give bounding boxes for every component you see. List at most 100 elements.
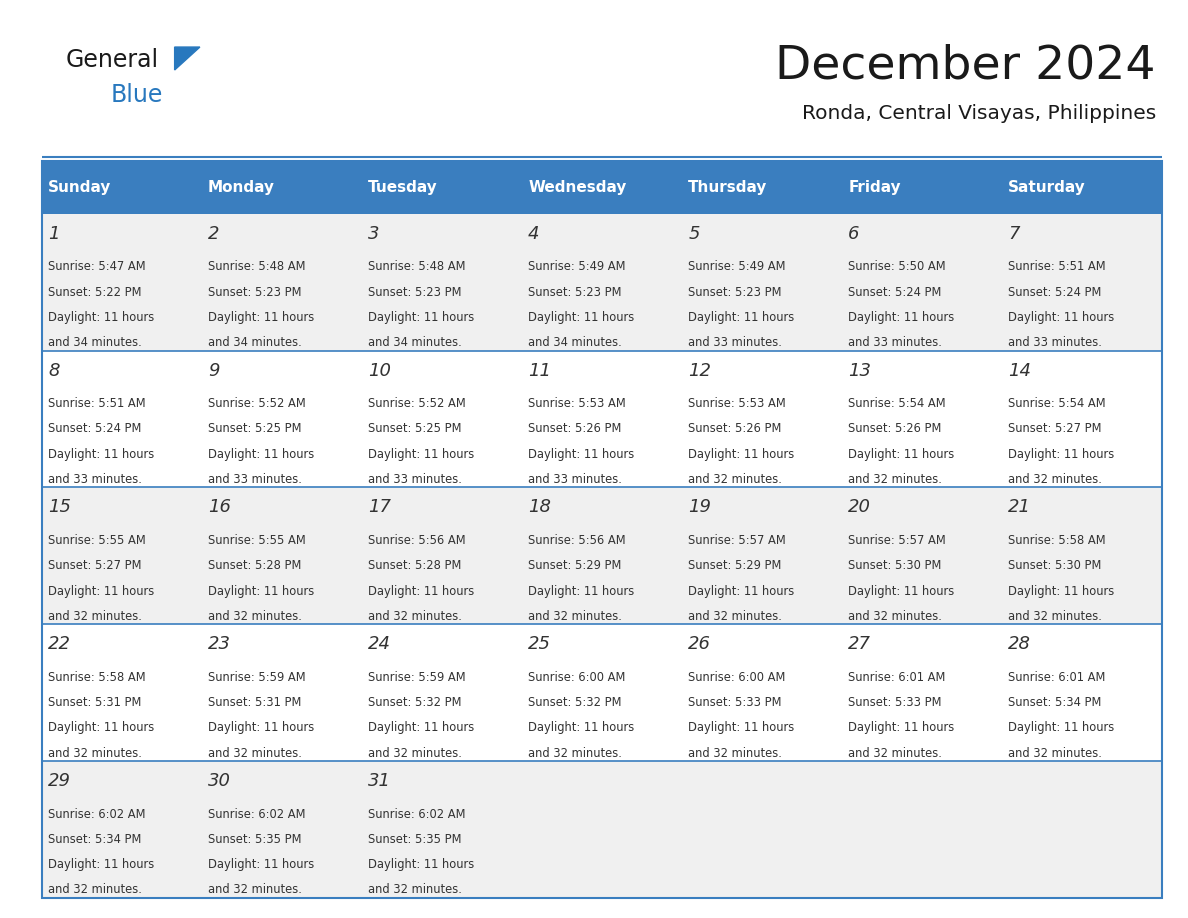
Bar [682,761,842,898]
Bar [42,487,202,624]
Text: Tuesday: Tuesday [368,180,438,195]
Bar [1001,214,1162,351]
Text: and 32 minutes.: and 32 minutes. [208,610,302,623]
Bar [522,351,682,487]
Bar [202,487,361,624]
Text: and 32 minutes.: and 32 minutes. [1009,610,1102,623]
Text: 17: 17 [368,498,391,517]
Text: Sunrise: 5:50 AM: Sunrise: 5:50 AM [848,261,946,274]
Text: Sunset: 5:33 PM: Sunset: 5:33 PM [848,696,942,709]
Text: and 34 minutes.: and 34 minutes. [529,336,621,350]
Text: General: General [65,48,158,72]
Bar [682,624,842,761]
Text: 29: 29 [48,772,71,790]
Text: Daylight: 11 hours: Daylight: 11 hours [368,311,474,324]
Text: Sunrise: 5:56 AM: Sunrise: 5:56 AM [368,534,466,547]
Bar [1001,161,1162,214]
Text: Friday: Friday [848,180,901,195]
Polygon shape [175,47,200,70]
Text: Sunset: 5:23 PM: Sunset: 5:23 PM [368,285,462,298]
Bar [842,351,1001,487]
Text: Daylight: 11 hours: Daylight: 11 hours [48,722,154,734]
Bar [202,624,361,761]
Text: and 32 minutes.: and 32 minutes. [848,473,942,487]
Text: Daylight: 11 hours: Daylight: 11 hours [48,585,154,598]
Text: Sunset: 5:24 PM: Sunset: 5:24 PM [48,422,141,435]
Text: and 32 minutes.: and 32 minutes. [529,610,623,623]
Text: Sunset: 5:34 PM: Sunset: 5:34 PM [48,833,141,845]
Text: 5: 5 [688,225,700,243]
Text: Daylight: 11 hours: Daylight: 11 hours [1009,311,1114,324]
Bar [42,761,202,898]
Text: Sunset: 5:27 PM: Sunset: 5:27 PM [48,559,141,572]
Text: Sunset: 5:31 PM: Sunset: 5:31 PM [208,696,302,709]
Text: Sunset: 5:23 PM: Sunset: 5:23 PM [529,285,621,298]
Text: Sunrise: 5:48 AM: Sunrise: 5:48 AM [208,261,305,274]
Bar [202,161,361,214]
Text: 9: 9 [208,362,220,380]
Text: Sunrise: 5:57 AM: Sunrise: 5:57 AM [688,534,786,547]
Text: 2: 2 [208,225,220,243]
Text: Sunrise: 5:58 AM: Sunrise: 5:58 AM [48,671,146,684]
Bar [361,487,522,624]
Bar [1001,487,1162,624]
Text: Sunrise: 6:02 AM: Sunrise: 6:02 AM [48,808,145,821]
Text: and 32 minutes.: and 32 minutes. [848,610,942,623]
Text: 26: 26 [688,635,712,654]
Text: Blue: Blue [110,83,163,106]
Text: Sunrise: 5:53 AM: Sunrise: 5:53 AM [688,397,786,410]
Text: Daylight: 11 hours: Daylight: 11 hours [208,722,315,734]
Text: and 33 minutes.: and 33 minutes. [688,336,782,350]
Text: Sunset: 5:29 PM: Sunset: 5:29 PM [529,559,621,572]
Text: Thursday: Thursday [688,180,767,195]
Text: Sunrise: 5:54 AM: Sunrise: 5:54 AM [848,397,946,410]
Text: Daylight: 11 hours: Daylight: 11 hours [848,585,954,598]
Text: Daylight: 11 hours: Daylight: 11 hours [208,585,315,598]
Bar [842,487,1001,624]
Text: Sunrise: 5:57 AM: Sunrise: 5:57 AM [848,534,946,547]
Text: Daylight: 11 hours: Daylight: 11 hours [368,722,474,734]
Text: Daylight: 11 hours: Daylight: 11 hours [48,448,154,461]
Text: Sunset: 5:32 PM: Sunset: 5:32 PM [368,696,462,709]
Text: Sunrise: 5:55 AM: Sunrise: 5:55 AM [48,534,146,547]
Text: 16: 16 [208,498,230,517]
Text: Daylight: 11 hours: Daylight: 11 hours [48,858,154,871]
Text: Sunset: 5:32 PM: Sunset: 5:32 PM [529,696,621,709]
Text: Sunrise: 5:52 AM: Sunrise: 5:52 AM [368,397,466,410]
Text: and 33 minutes.: and 33 minutes. [368,473,462,487]
Text: Daylight: 11 hours: Daylight: 11 hours [688,448,795,461]
Text: 28: 28 [1009,635,1031,654]
Text: Sunrise: 6:02 AM: Sunrise: 6:02 AM [368,808,466,821]
Text: Daylight: 11 hours: Daylight: 11 hours [208,448,315,461]
Text: and 34 minutes.: and 34 minutes. [208,336,302,350]
Text: Sunset: 5:35 PM: Sunset: 5:35 PM [368,833,462,845]
Text: Sunset: 5:30 PM: Sunset: 5:30 PM [1009,559,1101,572]
Text: 22: 22 [48,635,71,654]
Bar [202,761,361,898]
Bar [202,351,361,487]
Text: Monday: Monday [208,180,276,195]
Bar [842,214,1001,351]
Bar [1001,351,1162,487]
Bar [361,624,522,761]
Text: 12: 12 [688,362,712,380]
Text: 11: 11 [529,362,551,380]
Text: Daylight: 11 hours: Daylight: 11 hours [368,858,474,871]
Text: 21: 21 [1009,498,1031,517]
Text: Sunrise: 5:52 AM: Sunrise: 5:52 AM [208,397,305,410]
Bar [42,351,202,487]
Text: and 33 minutes.: and 33 minutes. [848,336,942,350]
Bar [842,761,1001,898]
Text: and 34 minutes.: and 34 minutes. [368,336,462,350]
Bar [682,351,842,487]
Text: Sunrise: 5:55 AM: Sunrise: 5:55 AM [208,534,305,547]
Text: and 32 minutes.: and 32 minutes. [368,610,462,623]
Text: and 32 minutes.: and 32 minutes. [688,473,782,487]
Text: Wednesday: Wednesday [529,180,626,195]
Text: Sunrise: 5:56 AM: Sunrise: 5:56 AM [529,534,626,547]
Text: and 32 minutes.: and 32 minutes. [848,746,942,760]
Text: Sunset: 5:31 PM: Sunset: 5:31 PM [48,696,141,709]
Text: Daylight: 11 hours: Daylight: 11 hours [48,311,154,324]
Bar [361,351,522,487]
Text: Sunset: 5:27 PM: Sunset: 5:27 PM [1009,422,1101,435]
